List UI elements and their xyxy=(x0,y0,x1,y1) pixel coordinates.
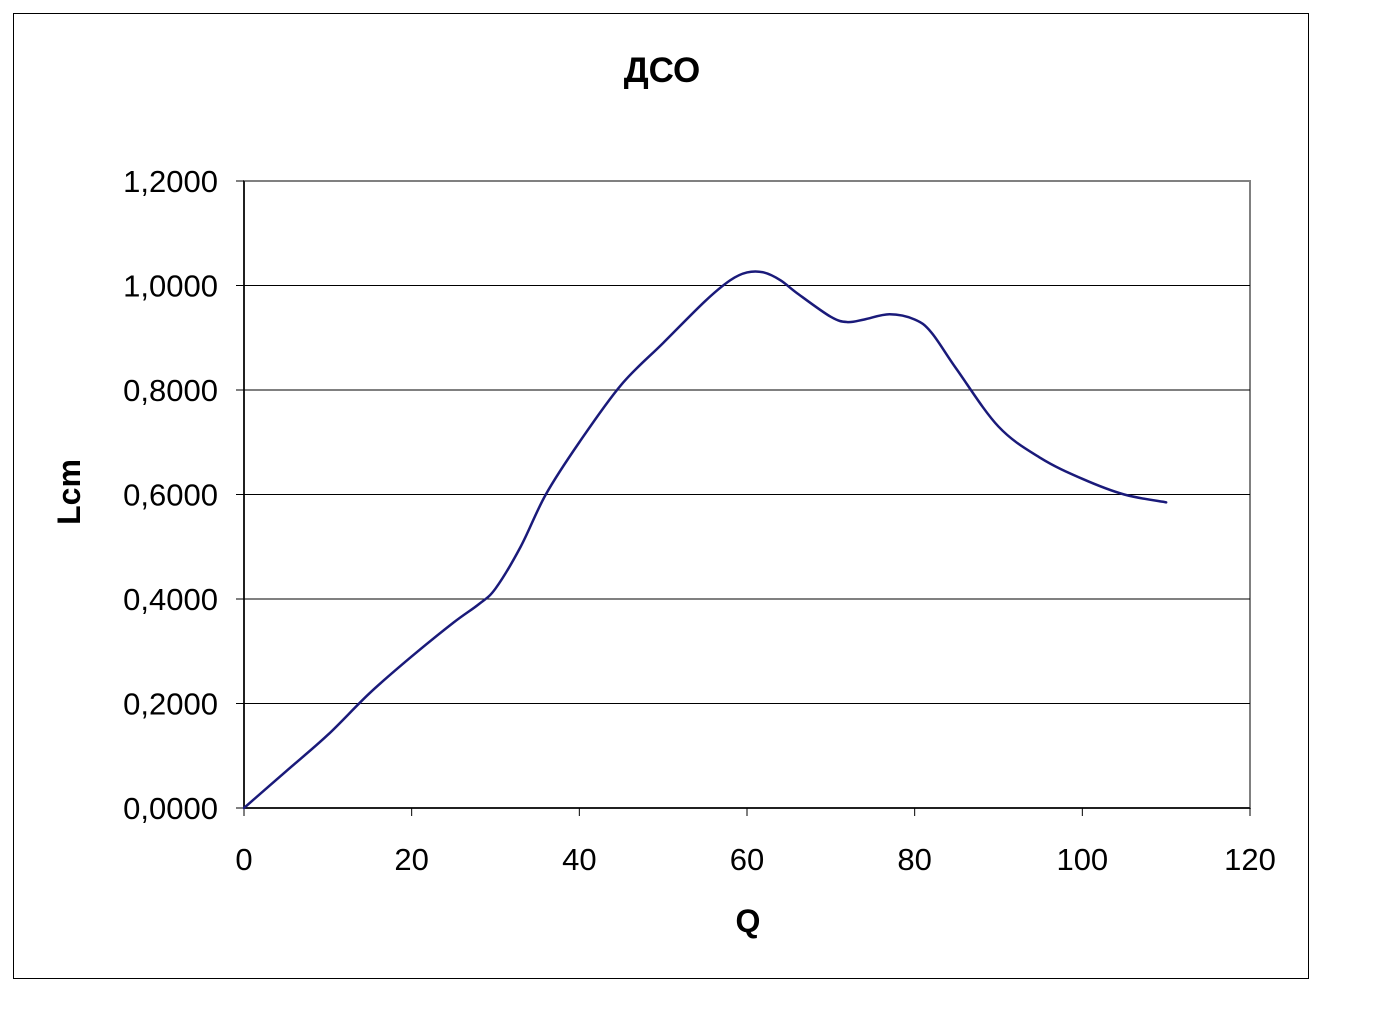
series-line xyxy=(242,270,1168,810)
y-tick-label: 0,2000 xyxy=(123,687,218,722)
x-tick-label: 100 xyxy=(1056,842,1108,877)
gridlines xyxy=(244,285,1250,704)
x-tick-label: 120 xyxy=(1224,842,1276,877)
y-tick-label: 1,0000 xyxy=(123,269,218,304)
x-tick-label: 80 xyxy=(897,842,931,877)
x-axis: 0 20 40 60 80 100 120 xyxy=(235,807,1276,877)
x-tick-label: 60 xyxy=(730,842,764,877)
y-tick-label: 0,8000 xyxy=(123,373,218,408)
y-tick-label: 1,2000 xyxy=(123,164,218,199)
y-axis-title: Lcm xyxy=(51,459,87,525)
x-tick-label: 0 xyxy=(235,842,252,877)
y-tick-label: 0,0000 xyxy=(123,791,218,826)
chart-title: ДСО xyxy=(624,51,701,90)
x-axis-title: Q xyxy=(736,903,761,939)
y-tick-label: 0,6000 xyxy=(123,478,218,513)
x-tick-label: 40 xyxy=(562,842,596,877)
y-tick-label: 0,4000 xyxy=(123,582,218,617)
y-axis: 0,0000 0,2000 0,4000 0,6000 0,8000 1,0000 1,20… xyxy=(123,164,245,826)
x-tick-label: 20 xyxy=(394,842,428,877)
